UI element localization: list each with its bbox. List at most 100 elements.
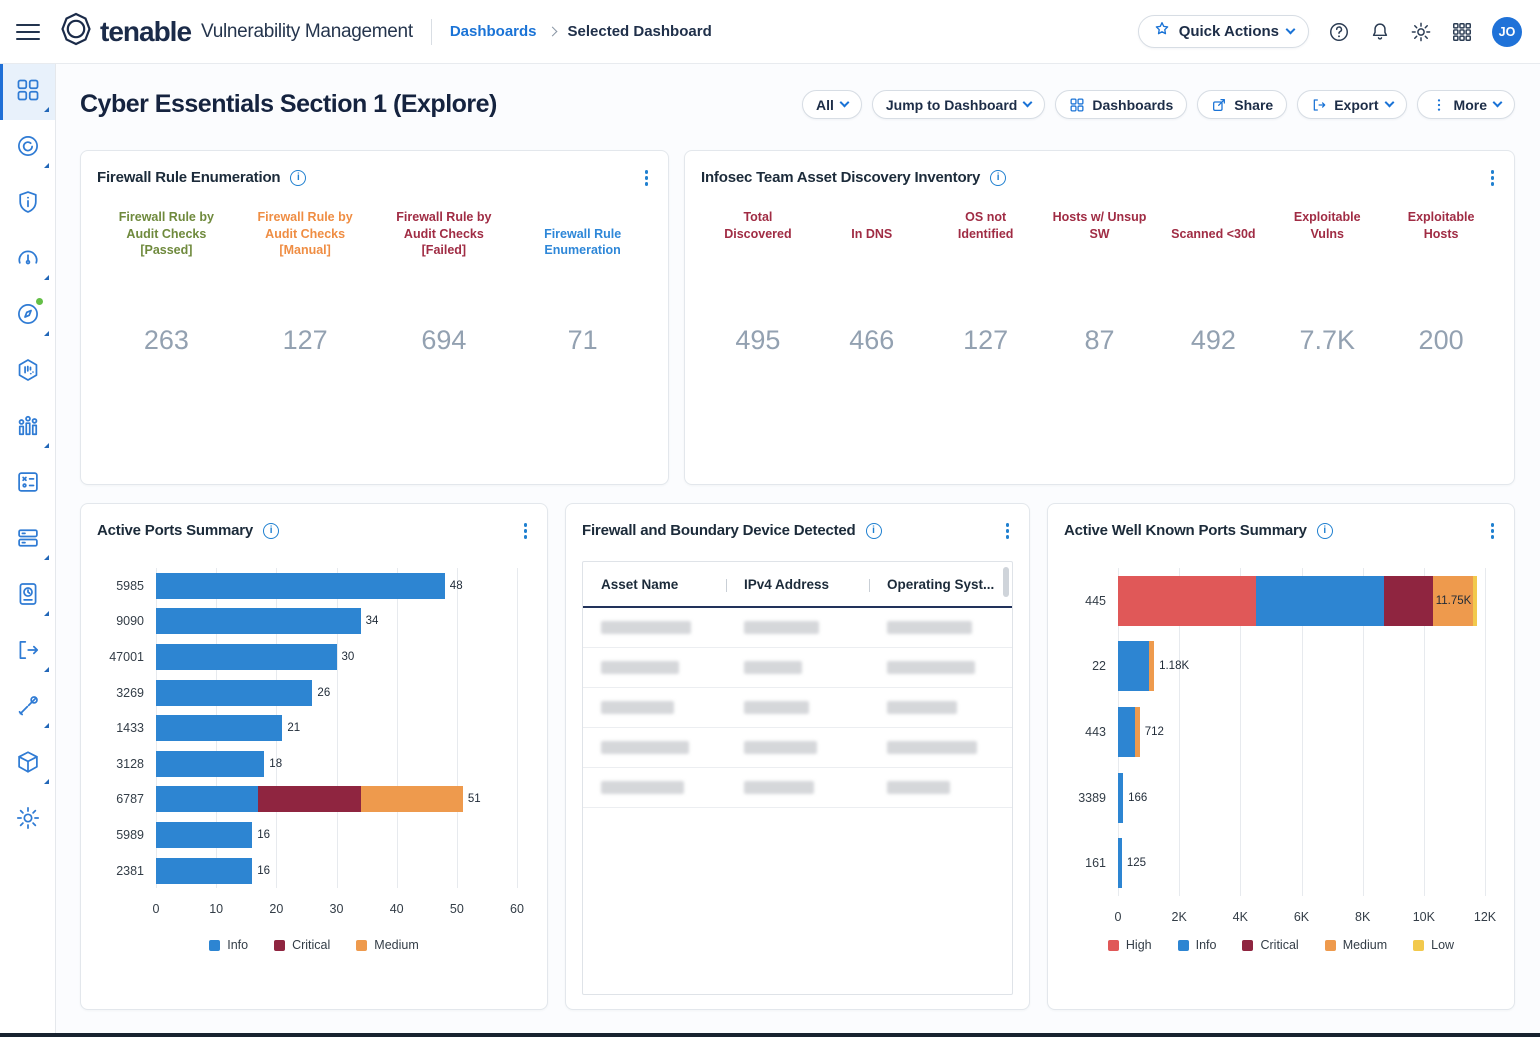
sidebar-item-tools[interactable] [0, 680, 55, 736]
widget-menu-kebab-icon[interactable] [1002, 519, 1014, 543]
info-icon[interactable]: i [290, 169, 307, 186]
toolbar-button-export[interactable]: Export [1297, 90, 1407, 119]
sidebar-item-hexagon[interactable] [0, 344, 55, 400]
table-row[interactable] [583, 688, 1012, 728]
bar-segment-info[interactable] [1118, 641, 1149, 692]
metric-value-0[interactable]: 263 [143, 325, 189, 355]
breadcrumb-chevron-icon [547, 26, 557, 36]
table-row[interactable] [583, 648, 1012, 688]
table-row[interactable] [583, 768, 1012, 808]
compass-icon [15, 301, 41, 332]
metric-value-2[interactable]: 127 [963, 325, 1009, 355]
metric-value-2[interactable]: 694 [421, 325, 467, 355]
hamburger-menu-icon[interactable] [16, 23, 40, 40]
legend-item-critical[interactable]: Critical [274, 938, 330, 952]
bar-row-3269: 3269 26 [116, 679, 517, 706]
bar-segment-info[interactable] [156, 750, 265, 777]
bar-segment-critical[interactable] [1384, 575, 1433, 626]
metric-value-1[interactable]: 466 [849, 325, 895, 355]
toolbar-button-all[interactable]: All [802, 90, 862, 119]
bar-segment-info[interactable] [156, 608, 361, 635]
flyout-indicator [44, 275, 49, 280]
sidebar-item-gauge[interactable] [0, 232, 55, 288]
bar-segment-info[interactable] [156, 857, 253, 884]
breadcrumb-dashboards[interactable]: Dashboards [449, 23, 537, 40]
info-icon[interactable]: i [865, 522, 882, 539]
bar-segment-info[interactable] [1255, 575, 1385, 626]
bar-segment-info[interactable] [1118, 772, 1124, 823]
x-axis-tick: 40 [389, 902, 404, 917]
legend-item-info[interactable]: Info [209, 938, 248, 952]
column-header-operating-syst-[interactable]: Operating Syst... [869, 577, 1012, 592]
gear-icon[interactable] [1410, 21, 1432, 43]
table-row[interactable] [583, 728, 1012, 768]
bar-segment-critical[interactable] [258, 786, 361, 813]
bell-icon[interactable] [1369, 21, 1391, 43]
bar-segment-medium[interactable] [1135, 707, 1140, 757]
bar-segment-info[interactable] [156, 572, 445, 599]
bar-segment-info[interactable] [156, 644, 337, 670]
category-label: 445 [1085, 593, 1106, 608]
category-label: 161 [1085, 856, 1106, 871]
table-cell-redacted [869, 781, 1012, 794]
column-header-ipv4-address[interactable]: IPv4 Address [726, 577, 869, 592]
widget-menu-kebab-icon[interactable] [520, 519, 532, 543]
table-row[interactable] [583, 608, 1012, 648]
avatar[interactable]: JO [1492, 16, 1522, 47]
metric-value-6[interactable]: 200 [1418, 325, 1464, 355]
legend-item-low[interactable]: Low [1413, 938, 1454, 952]
widget-menu-kebab-icon[interactable] [1487, 519, 1499, 543]
bar-segment-info[interactable] [156, 786, 259, 813]
bar-segment-info[interactable] [156, 679, 313, 706]
metric-value-0[interactable]: 495 [735, 325, 781, 355]
widget-menu-kebab-icon[interactable] [641, 166, 653, 190]
info-icon[interactable]: i [1316, 522, 1333, 539]
bar-segment-low[interactable] [1472, 575, 1478, 626]
apps-grid-icon[interactable] [1451, 21, 1473, 43]
sidebar-item-settings-gear[interactable] [0, 792, 55, 848]
metric-value-3[interactable]: 71 [567, 325, 598, 355]
sidebar-item-export[interactable] [0, 624, 55, 680]
toolbar-button-share[interactable]: Share [1197, 90, 1288, 119]
metric-value-4[interactable]: 492 [1190, 325, 1236, 355]
table-scrollbar[interactable] [1003, 567, 1009, 597]
legend-item-medium[interactable]: Medium [356, 938, 419, 952]
sidebar-item-shield-info[interactable] [0, 176, 55, 232]
bar-segment-medium[interactable] [360, 786, 463, 813]
column-header-asset-name[interactable]: Asset Name [601, 576, 679, 592]
sidebar-item-compass[interactable] [0, 288, 55, 344]
bar-segment-high[interactable] [1118, 575, 1256, 626]
legend-item-high[interactable]: High [1107, 938, 1152, 952]
sidebar-item-report-doc[interactable] [0, 568, 55, 624]
gridline [396, 568, 398, 889]
bar-segment-info[interactable] [156, 822, 253, 848]
toolbar-button-more[interactable]: More [1416, 90, 1515, 119]
metric-value-1[interactable]: 127 [282, 325, 328, 355]
bar-segment-info[interactable] [156, 715, 283, 742]
toolbar-button-dashboards[interactable]: Dashboards [1055, 90, 1188, 119]
info-icon[interactable]: i [990, 169, 1007, 186]
sidebar-item-package[interactable] [0, 736, 55, 792]
info-icon[interactable]: i [263, 522, 280, 539]
bar-segment-info[interactable] [1118, 838, 1122, 889]
bar-segment-info[interactable] [1118, 707, 1136, 757]
sidebar-item-checklist[interactable] [0, 456, 55, 512]
sidebar-item-chart-nodes[interactable] [0, 400, 55, 456]
sidebar-item-explore[interactable] [0, 120, 55, 176]
legend-item-critical[interactable]: Critical [1242, 938, 1299, 952]
bar-segment-medium[interactable] [1433, 575, 1473, 626]
quick-actions-button[interactable]: Quick Actions [1137, 15, 1309, 48]
active-ports-chart: 5985 48 9090 34 47001 30 3269 26 1433 21 3128 18 678… [97, 568, 531, 952]
sidebar-item-stacked-rows[interactable] [0, 512, 55, 568]
legend-item-medium[interactable]: Medium [1324, 938, 1387, 952]
metric-value-3[interactable]: 87 [1084, 325, 1115, 355]
metric-value-5[interactable]: 7.7K [1299, 325, 1355, 355]
bar-segment-medium[interactable] [1148, 641, 1155, 692]
gridline [1485, 568, 1486, 896]
sidebar-item-grid[interactable] [0, 64, 55, 120]
legend-item-info[interactable]: Info [1177, 938, 1216, 952]
toolbar-button-jump-to-dashboard[interactable]: Jump to Dashboard [871, 90, 1046, 119]
help-icon[interactable] [1328, 21, 1350, 43]
gridline [456, 568, 458, 889]
widget-menu-kebab-icon[interactable] [1487, 166, 1499, 190]
